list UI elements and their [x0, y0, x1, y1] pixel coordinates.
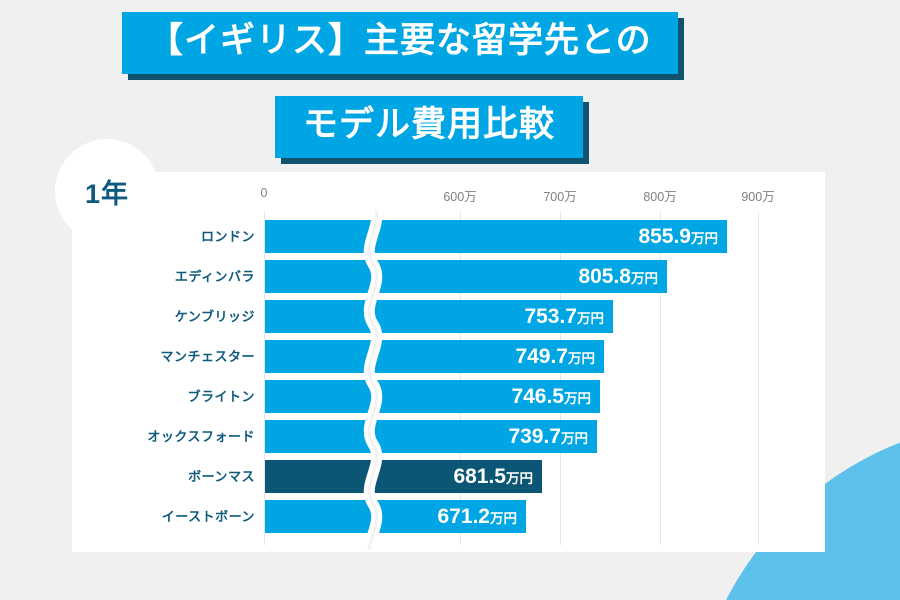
bar-category-label: マンチェスター	[160, 349, 255, 364]
gridline-3	[660, 212, 661, 545]
bar-value-unit: 万円	[561, 431, 588, 446]
duration-badge: 1年	[55, 139, 159, 243]
title-text-line1: 【イギリス】主要な留学先との	[122, 12, 684, 81]
bar-value-unit: 万円	[631, 271, 658, 286]
bar-value-unit: 万円	[577, 311, 604, 326]
bar: 855.9万円	[265, 220, 727, 253]
bar-value-unit: 万円	[568, 351, 595, 366]
bar-highlighted: 681.5万円	[265, 460, 542, 493]
x-axis-tick-2: 700万	[543, 190, 577, 204]
bar-value-number: 753.7	[524, 305, 577, 328]
gridline-2	[560, 212, 561, 545]
bar-value-label: 739.7万円	[508, 420, 588, 453]
bar: 753.7万円	[265, 300, 613, 333]
bar-value-unit: 万円	[564, 391, 591, 406]
bar-category-label: ブライトン	[187, 389, 255, 404]
bar-category-label: オックスフォード	[147, 429, 255, 444]
bar-value-number: 739.7	[508, 425, 561, 448]
title-text-line2: モデル費用比較	[275, 96, 590, 165]
bar-category-label: ロンドン	[200, 229, 255, 244]
bar-category-label: イーストボーン	[161, 509, 255, 524]
bar-value-number: 746.5	[511, 385, 564, 408]
bar-value-unit: 万円	[506, 471, 533, 486]
bar-value-label: 753.7万円	[524, 300, 604, 333]
title-banner-line1: 【イギリス】主要な留学先との	[122, 12, 684, 81]
gridline-1	[460, 212, 461, 545]
chart-row: ボーンマス 681.5万円	[0, 460, 900, 493]
chart-row: ブライトン 746.5万円	[0, 380, 900, 413]
bar-value-number: 671.2	[437, 505, 490, 528]
bar-value-label: 805.8万円	[578, 260, 658, 293]
bar-value-unit: 万円	[490, 511, 517, 526]
chart-row: マンチェスター 749.7万円	[0, 340, 900, 373]
bar-value-label: 681.5万円	[453, 460, 533, 493]
x-axis-tick-0: 0	[260, 186, 268, 200]
title-banner-line2: モデル費用比較	[275, 96, 590, 165]
bar-category-label: ボーンマス	[188, 469, 255, 484]
duration-badge-label: 1年	[84, 178, 130, 209]
chart-row: オックスフォード 739.7万円	[0, 420, 900, 453]
bar: 739.7万円	[265, 420, 597, 453]
bar-value-label: 671.2万円	[437, 500, 517, 533]
bar-value-number: 855.9	[638, 225, 691, 248]
chart-row: ロンドン 855.9万円	[0, 220, 900, 253]
bar-value-label: 855.9万円	[638, 220, 718, 253]
bar-category-label: ケンブリッジ	[174, 309, 255, 324]
gridline-4	[758, 212, 759, 545]
gridline-0	[264, 212, 265, 545]
x-axis-tick-3: 800万	[643, 190, 677, 204]
bar-value-unit: 万円	[691, 231, 718, 246]
bar-value-number: 681.5	[453, 465, 506, 488]
bar: 746.5万円	[265, 380, 600, 413]
bar: 805.8万円	[265, 260, 667, 293]
x-axis-tick-4: 900万	[741, 190, 775, 204]
chart-row: ケンブリッジ 753.7万円	[0, 300, 900, 333]
bar-value-number: 805.8	[578, 265, 631, 288]
bar-value-label: 746.5万円	[511, 380, 591, 413]
bar: 671.2万円	[265, 500, 526, 533]
chart-row: イーストボーン 671.2万円	[0, 500, 900, 533]
bar: 749.7万円	[265, 340, 604, 373]
bar-value-label: 749.7万円	[515, 340, 595, 373]
x-axis-tick-1: 600万	[443, 190, 477, 204]
bar-category-label: エディンバラ	[174, 269, 255, 284]
chart-row: エディンバラ 805.8万円	[0, 260, 900, 293]
bar-value-number: 749.7	[515, 345, 568, 368]
